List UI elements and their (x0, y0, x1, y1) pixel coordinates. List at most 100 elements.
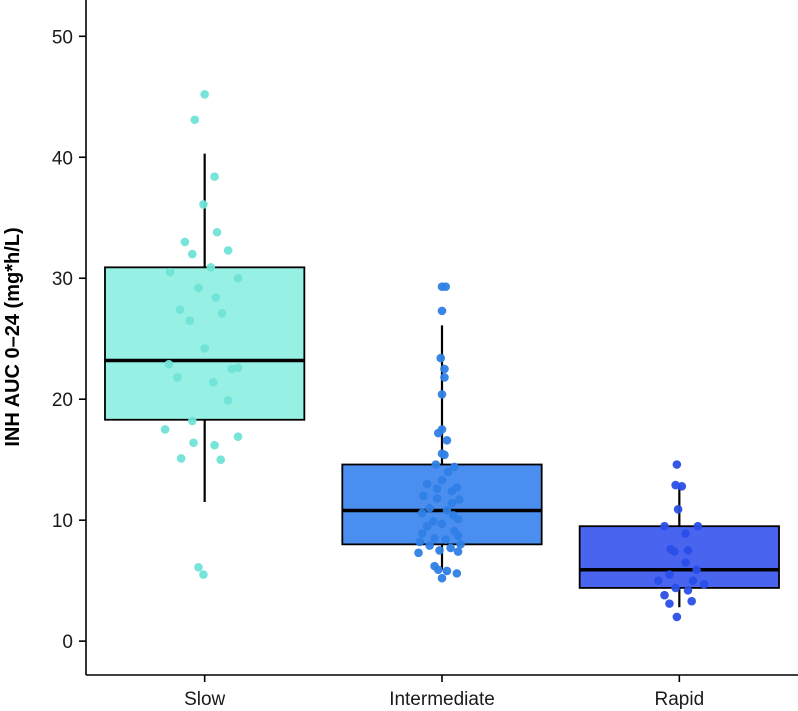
data-point-intermediate (417, 508, 427, 518)
data-point-intermediate (440, 364, 449, 374)
data-point-slow (233, 273, 243, 283)
data-point-intermediate (431, 460, 441, 469)
data-point-rapid (672, 612, 682, 622)
x-tick-label-rapid: Rapid (655, 689, 705, 710)
data-point-intermediate (447, 486, 457, 496)
plot-points (160, 90, 709, 622)
data-point-intermediate (437, 573, 447, 583)
data-point-slow (185, 316, 195, 325)
data-point-rapid (688, 576, 698, 585)
y-tick-label: 50 (52, 27, 73, 48)
data-point-intermediate (417, 529, 427, 538)
data-point-intermediate (415, 537, 425, 547)
data-point-slow (209, 377, 218, 387)
data-point-rapid (660, 521, 669, 531)
data-point-intermediate (452, 569, 462, 578)
data-point-slow (199, 570, 208, 579)
data-point-intermediate (432, 484, 442, 494)
data-point-intermediate (440, 373, 449, 382)
data-point-intermediate (447, 498, 457, 508)
data-point-intermediate (442, 436, 452, 445)
data-point-slow (189, 438, 198, 448)
data-point-intermediate (429, 517, 438, 526)
data-point-rapid (665, 570, 674, 579)
box-intermediate (341, 463, 543, 546)
data-point-slow (217, 309, 227, 318)
data-point-rapid (665, 599, 674, 608)
data-point-intermediate (435, 546, 444, 555)
data-point-rapid (677, 481, 687, 491)
data-point-slow (216, 455, 226, 464)
data-point-slow (160, 425, 170, 434)
data-point-slow (206, 263, 216, 272)
data-point-rapid (673, 504, 683, 514)
data-point-rapid (693, 521, 703, 531)
data-point-slow (194, 563, 203, 572)
data-point-intermediate (453, 514, 463, 524)
data-point-intermediate (442, 566, 452, 576)
y-tick-label: 30 (52, 269, 73, 290)
data-point-rapid (670, 547, 679, 556)
data-point-rapid (683, 546, 693, 555)
data-point-slow (212, 227, 222, 237)
data-point-intermediate (422, 521, 432, 531)
y-tick-label: 40 (52, 148, 73, 169)
data-point-slow (199, 200, 208, 209)
data-point-intermediate (455, 495, 464, 504)
data-point-intermediate (425, 503, 434, 513)
box-rapid (578, 525, 780, 589)
data-point-intermediate (437, 390, 447, 399)
data-point-rapid (687, 596, 696, 606)
x-tick-label-intermediate: Intermediate (389, 689, 495, 710)
x-axis: Slow Intermediate Rapid (86, 674, 798, 710)
data-point-slow (211, 293, 221, 302)
plot-boxes (104, 153, 780, 608)
data-point-slow (180, 237, 190, 247)
data-point-intermediate (432, 494, 442, 503)
data-point-intermediate (453, 547, 463, 556)
data-point-slow (173, 373, 182, 382)
data-point-rapid (681, 529, 690, 538)
data-point-intermediate (442, 506, 452, 515)
data-point-intermediate (450, 462, 459, 472)
data-point-rapid (654, 576, 663, 585)
data-point-slow (190, 115, 200, 125)
data-point-intermediate (443, 467, 453, 477)
data-point-intermediate (441, 535, 451, 544)
data-point-slow (164, 359, 174, 369)
y-tick-label: 0 (62, 632, 73, 653)
data-point-slow (165, 267, 175, 277)
data-point-slow (175, 305, 185, 314)
y-axis-title: INH AUC 0–24 (mg*h/L) (2, 227, 24, 446)
data-point-intermediate (433, 565, 443, 575)
data-point-intermediate (425, 541, 434, 550)
data-point-slow (223, 396, 233, 405)
data-point-slow (176, 454, 186, 463)
data-point-intermediate (437, 475, 447, 485)
data-point-slow (200, 90, 209, 99)
data-point-rapid (681, 558, 690, 567)
data-point-rapid (699, 579, 709, 589)
data-point-rapid (692, 565, 701, 575)
data-point-rapid (660, 590, 669, 600)
data-point-slow (210, 172, 219, 181)
data-point-intermediate (437, 519, 447, 529)
data-point-slow (200, 344, 209, 353)
data-point-rapid (671, 583, 680, 593)
data-point-rapid (683, 586, 693, 595)
data-point-slow (188, 416, 197, 426)
data-point-intermediate (440, 450, 449, 460)
data-point-intermediate (414, 548, 423, 558)
data-point-intermediate (441, 282, 451, 291)
data-point-slow (223, 246, 233, 255)
data-point-intermediate (422, 479, 432, 489)
data-point-intermediate (456, 540, 465, 549)
box-slow (104, 266, 306, 421)
y-tick-label: 20 (52, 390, 73, 411)
data-point-intermediate (419, 491, 428, 501)
data-point-rapid (672, 460, 682, 469)
x-tick-label-slow: Slow (184, 689, 225, 710)
data-point-intermediate (446, 543, 455, 553)
data-point-slow (188, 249, 197, 259)
